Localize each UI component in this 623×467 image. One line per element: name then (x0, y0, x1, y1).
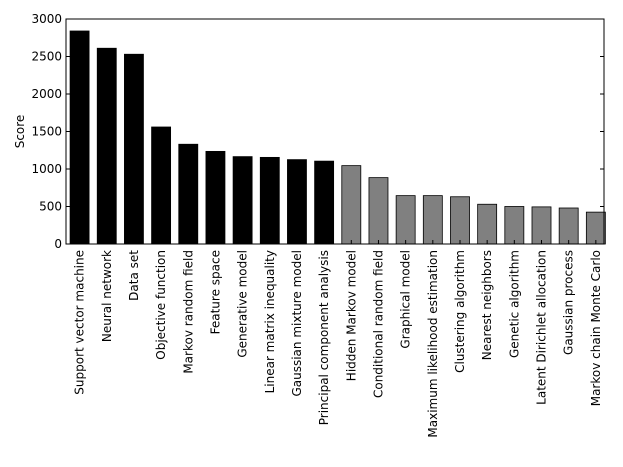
bar-20 (585, 211, 606, 245)
y-tick-label: 0 (54, 237, 62, 251)
bar-11 (341, 165, 362, 245)
x-axis-ticks: Support vector machine Neural network Data… (73, 240, 603, 438)
bar-7 (232, 156, 253, 245)
x-tick-label: Hidden Markov model (344, 250, 358, 381)
bar-1 (69, 30, 90, 245)
bar-3 (124, 53, 144, 245)
x-tick-label: Objective function (154, 250, 168, 360)
x-tick-label: Neural network (100, 250, 114, 342)
x-tick-label: Feature space (208, 250, 222, 334)
plot-frame (65, 18, 605, 245)
x-tick-label: Linear matrix inequality (263, 250, 277, 393)
x-tick-label: Graphical model (399, 250, 413, 349)
x-tick-label: Nearest neighbors (480, 250, 494, 360)
x-tick-label: Gaussian mixture model (290, 250, 304, 397)
y-tick-label: 2000 (31, 87, 62, 101)
bar-8 (259, 156, 280, 245)
x-tick-label: Principal component analysis (317, 250, 331, 425)
bar-12 (368, 177, 389, 245)
x-tick-label: Clustering algorithm (453, 250, 467, 373)
x-tick-label: Maximum likelihood estimation (426, 250, 440, 438)
bar-10 (314, 160, 335, 245)
bars-group (69, 30, 606, 245)
x-tick-label: Conditional random field (371, 250, 385, 398)
bar-15 (450, 196, 470, 245)
bar-4 (151, 126, 172, 245)
y-tick-label: 3000 (31, 12, 62, 26)
bar-19 (558, 207, 579, 245)
y-axis-label: Score (13, 115, 27, 149)
x-tick-label: Generative model (236, 250, 250, 358)
bar-18 (531, 206, 552, 245)
bar-9 (287, 159, 307, 245)
y-axis-ticks: 0 500 1000 1500 2000 2500 3000 (31, 12, 604, 251)
bar-16 (477, 203, 498, 245)
x-tick-label: Latent Dirichlet allocation (535, 250, 549, 405)
bar-6 (205, 150, 226, 245)
y-tick-label: 500 (39, 200, 62, 214)
bar-14 (422, 195, 443, 245)
x-tick-label: Data set (127, 250, 141, 301)
x-tick-label: Support vector machine (73, 250, 87, 395)
bar-17 (504, 206, 525, 245)
y-tick-label: 1000 (31, 162, 62, 176)
x-tick-label: Genetic algorithm (507, 250, 521, 358)
x-tick-label: Markov chain Monte Carlo (589, 250, 603, 406)
bar-13 (395, 195, 416, 245)
bar-2 (96, 47, 117, 245)
bar-5 (178, 143, 199, 245)
y-tick-label: 2500 (31, 50, 62, 64)
y-tick-label: 1500 (31, 125, 62, 139)
x-tick-label: Markov random field (181, 250, 195, 374)
x-tick-label: Gaussian process (562, 250, 576, 355)
